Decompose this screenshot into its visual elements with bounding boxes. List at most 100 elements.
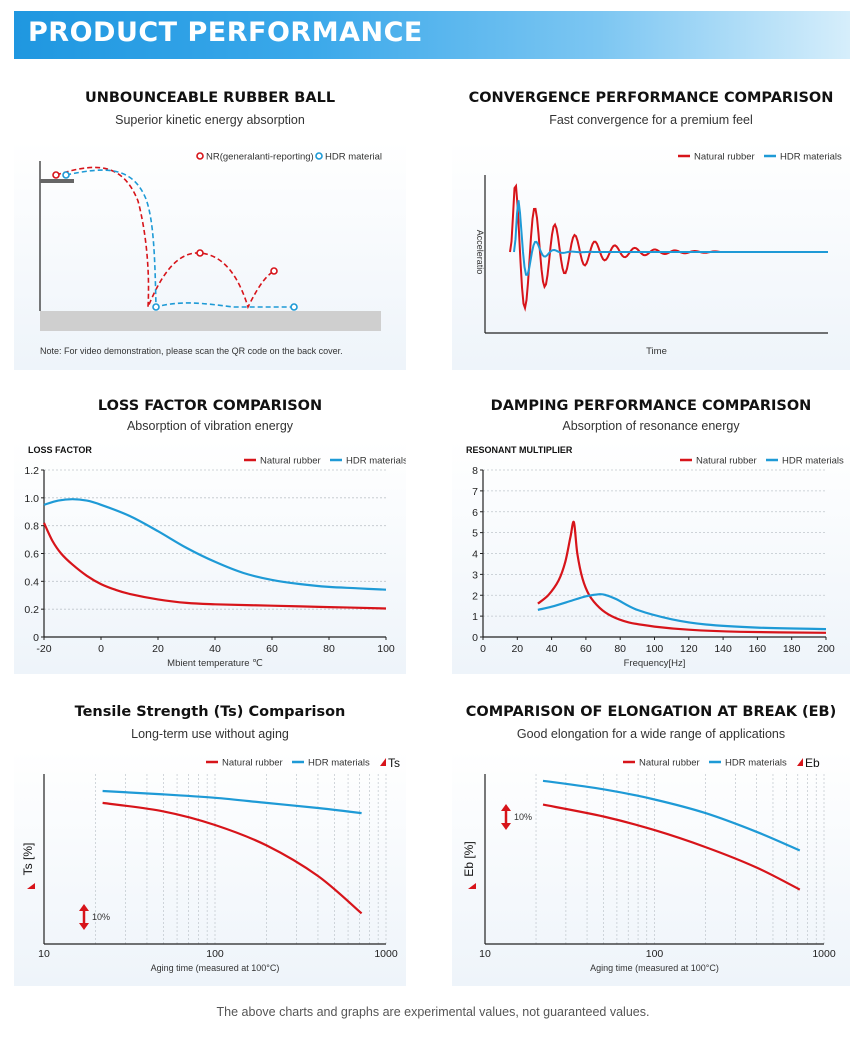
natural-rubber-line xyxy=(537,520,827,634)
natural-rubber-line xyxy=(102,801,363,915)
nr-ball-peak xyxy=(196,249,204,257)
elongation-chart: 10 100 1000 Aging time (measured at 100°C) E… xyxy=(462,756,836,973)
nr-ball-start xyxy=(52,171,60,179)
x-axis-label: Aging time (measured at 100°C) xyxy=(151,963,280,973)
legend-red-marker xyxy=(196,152,204,160)
y-axis-label: Ts [%] xyxy=(21,843,35,876)
legend-extra-label: Ts xyxy=(388,756,400,770)
ball-panel: NR(generalanti-reporting) HDR material N… xyxy=(14,141,406,370)
scale-arrow-up-icon xyxy=(501,804,511,811)
x-tick-label: 10 xyxy=(479,948,491,960)
page-title: PRODUCT PERFORMANCE xyxy=(28,17,423,48)
y-tick-label: 1.0 xyxy=(24,493,39,505)
x-tick-label: 140 xyxy=(714,643,732,655)
natural-rubber-line xyxy=(43,522,387,610)
ball-title: UNBOUNCEABLE RUBBER BALL xyxy=(84,90,336,106)
x-tick-label: 160 xyxy=(749,643,767,655)
x-tick-label: 100 xyxy=(377,643,395,655)
natural-rubber-line xyxy=(509,183,828,312)
x-tick-label: 1000 xyxy=(812,948,836,960)
y-tick-label: 0.8 xyxy=(24,521,39,533)
loss-panel: 0 0.2 0.4 0.6 0.8 1.0 1.2 -20 0 20 40 60 80 100 LOSS F… xyxy=(14,440,408,674)
convergence-subtitle: Fast convergence for a premium feel xyxy=(549,113,753,127)
x-tick-label: 0 xyxy=(98,643,104,655)
y-tick-label: 2 xyxy=(472,590,478,602)
scale-arrow-down-icon xyxy=(501,823,511,830)
y-axis-triangle-icon xyxy=(27,883,35,889)
x-tick-label: 200 xyxy=(817,643,835,655)
x-axis-label: Mbient temperature ℃ xyxy=(167,658,263,669)
y-axis-label: Acceleratio xyxy=(475,230,485,275)
y-tick-label: 7 xyxy=(472,486,478,498)
hdr-ball-trajectory xyxy=(65,169,294,309)
x-tick-label: 1000 xyxy=(374,948,398,960)
legend-natural-rubber: Natural rubber xyxy=(222,758,283,769)
scale-arrow-up-icon xyxy=(79,904,89,911)
legend-hdr-materials: HDR materials xyxy=(308,758,370,769)
legend-extra-label: Eb xyxy=(805,756,820,770)
hdr-ball-end xyxy=(290,303,298,311)
y-tick-label: 0 xyxy=(33,632,39,644)
x-axis-label: Time xyxy=(646,346,667,357)
y-tick-label: 0.4 xyxy=(24,576,39,588)
legend-blue-label: HDR material xyxy=(325,152,382,163)
x-tick-label: 80 xyxy=(323,643,335,655)
footer-note: The above charts and graphs are experime… xyxy=(216,1005,650,1019)
tensile-panel: 10 100 1000 Aging time (measured at 100°C) T… xyxy=(14,750,406,986)
x-tick-label: -20 xyxy=(36,643,51,655)
hdr-materials-line xyxy=(537,593,827,631)
x-tick-label: 40 xyxy=(546,643,558,655)
legend-red-label: NR(generalanti-reporting) xyxy=(206,152,314,163)
elongation-panel: 10 100 1000 Aging time (measured at 100°C) E… xyxy=(452,750,850,986)
tensile-subtitle: Long-term use without aging xyxy=(131,727,289,741)
x-tick-label: 40 xyxy=(209,643,221,655)
nr-ball-trajectory xyxy=(55,166,275,310)
y-tick-label: 3 xyxy=(472,569,478,581)
damping-title: DAMPING PERFORMANCE COMPARISON xyxy=(490,398,812,414)
y-axis-label: Eb [%] xyxy=(462,841,476,876)
section-ball: UNBOUNCEABLE RUBBER BALL Superior kineti… xyxy=(14,86,406,376)
x-tick-label: 180 xyxy=(783,643,801,655)
legend-natural-rubber: Natural rubber xyxy=(694,152,755,163)
x-tick-label: 60 xyxy=(266,643,278,655)
loss-subtitle: Absorption of vibration energy xyxy=(126,419,294,433)
y-axis-label: LOSS FACTOR xyxy=(28,445,92,455)
y-tick-label: 8 xyxy=(472,465,478,477)
section-damping: DAMPING PERFORMANCE COMPARISON Absorptio… xyxy=(452,392,850,682)
hdr-materials-line xyxy=(102,789,362,815)
x-tick-label: 120 xyxy=(680,643,698,655)
x-tick-label: 60 xyxy=(580,643,592,655)
elongation-subtitle: Good elongation for a wide range of appl… xyxy=(516,727,786,741)
section-loss: LOSS FACTOR COMPARISON Absorption of vib… xyxy=(14,392,408,682)
x-tick-label: 0 xyxy=(480,643,486,655)
elongation-title: COMPARISON OF ELONGATION AT BREAK (EB) xyxy=(465,704,837,720)
x-tick-label: 100 xyxy=(206,948,224,960)
y-tick-label: 0.2 xyxy=(24,604,39,616)
x-tick-label: 10 xyxy=(38,948,50,960)
loss-title: LOSS FACTOR COMPARISON xyxy=(97,398,323,414)
convergence-chart: Acceleratio Time Natural rubber HDR materia… xyxy=(475,152,842,358)
ball-diagram: NR(generalanti-reporting) HDR material N… xyxy=(39,152,382,356)
x-tick-label: 100 xyxy=(646,643,664,655)
damping-panel: 0 1 2 3 4 5 6 7 8 0 20 40 60 80 100 120 140 160 180 200 RESO… xyxy=(452,440,850,674)
legend-hdr-materials: HDR materials xyxy=(782,456,844,467)
legend-hdr-materials: HDR materials xyxy=(725,758,787,769)
legend-extra-triangle-icon xyxy=(797,758,803,766)
tensile-chart: 10 100 1000 Aging time (measured at 100°C) T… xyxy=(21,756,400,973)
legend-hdr-materials: HDR materials xyxy=(346,456,406,467)
y-tick-label: 1.2 xyxy=(24,465,39,477)
scale-note: 10% xyxy=(92,912,110,922)
nr-ball-end xyxy=(270,267,278,275)
tensile-title: Tensile Strength (Ts) Comparison xyxy=(74,704,346,720)
legend-blue-marker xyxy=(315,152,323,160)
hdr-materials-line xyxy=(542,779,801,852)
convergence-panel: Acceleratio Time Natural rubber HDR materia… xyxy=(452,141,850,370)
y-tick-label: 5 xyxy=(472,528,478,540)
hdr-ball-start xyxy=(62,171,70,179)
floor xyxy=(40,311,381,331)
natural-rubber-line xyxy=(542,803,801,891)
scale-arrow-down-icon xyxy=(79,923,89,930)
legend-hdr-materials: HDR materials xyxy=(780,152,842,163)
x-tick-label: 80 xyxy=(614,643,626,655)
